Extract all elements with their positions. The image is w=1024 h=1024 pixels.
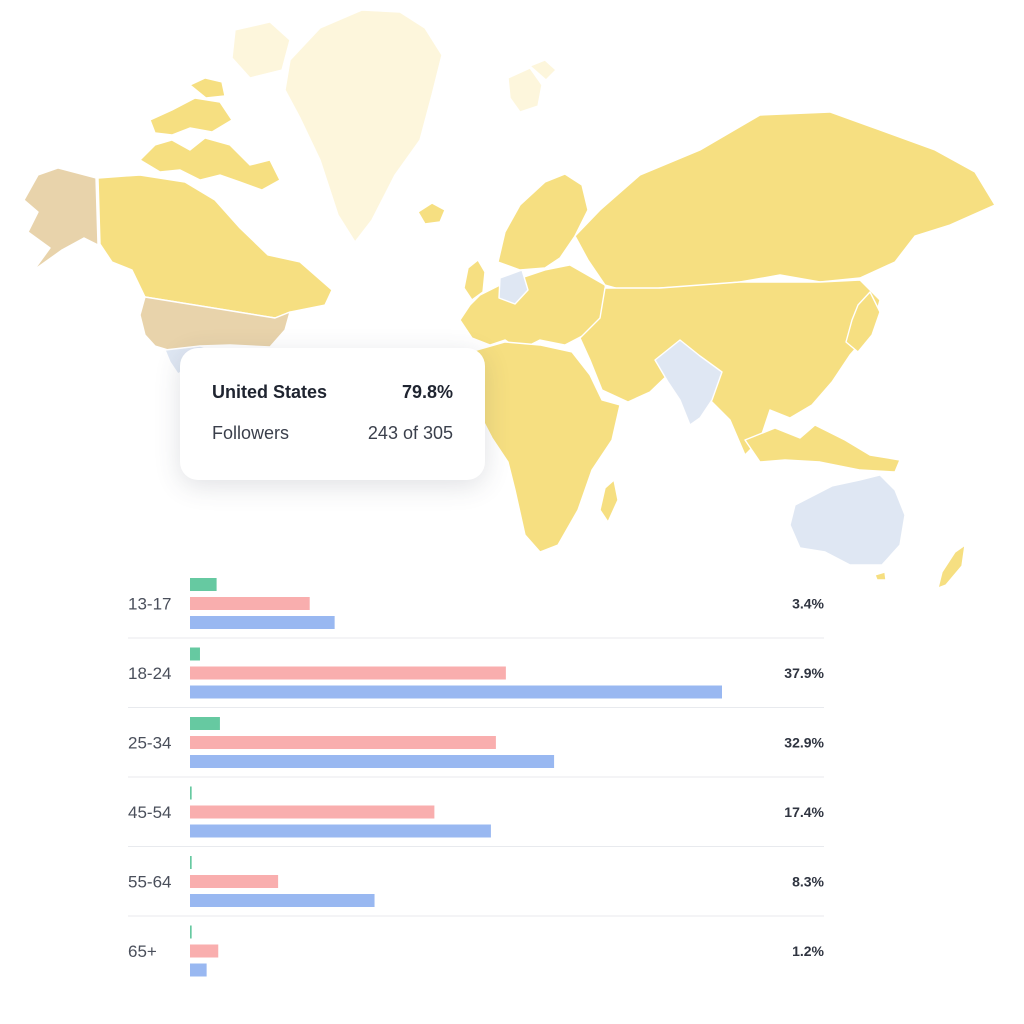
age-bar [190, 786, 192, 800]
map-region-europe[interactable] [459, 264, 611, 351]
age-label: 25-34 [128, 734, 171, 753]
age-bar [190, 824, 491, 838]
map-region-svalbard[interactable] [507, 59, 557, 113]
map-region-uk[interactable] [463, 259, 486, 301]
tooltip-metric-value: 243 of 305 [367, 423, 453, 443]
tooltip-header-row: United States 79.8% [212, 382, 453, 403]
map-region-iceland[interactable] [417, 202, 446, 225]
map-region-indonesia[interactable] [744, 424, 901, 473]
map-region-scandinavia[interactable] [497, 173, 589, 271]
age-percentage: 37.9% [784, 665, 824, 681]
tooltip-metric-label: Followers [212, 423, 290, 443]
map-region-madagascar[interactable] [599, 479, 619, 523]
tooltip-share: 79.8% [401, 382, 453, 402]
age-label: 55-64 [128, 873, 171, 892]
map-region-asia[interactable] [579, 279, 881, 456]
tooltip-metric-row: Followers 243 of 305 [212, 423, 453, 444]
map-region-canada[interactable] [97, 174, 333, 319]
age-bar [190, 616, 335, 629]
country-tooltip: United States 79.8% Followers 243 of 305 [180, 348, 485, 480]
age-percentage: 17.4% [784, 804, 824, 820]
age-percentage: 1.2% [792, 943, 824, 959]
map-region-alaska[interactable] [23, 167, 99, 271]
map-region-russia[interactable] [574, 111, 996, 293]
map-region-greenland[interactable] [231, 9, 443, 243]
age-bar [190, 647, 200, 661]
age-label: 13-17 [128, 595, 171, 614]
age-bar [190, 805, 435, 819]
map-region-united-states[interactable] [139, 296, 291, 353]
age-percentage: 8.3% [792, 874, 824, 890]
age-bar [190, 755, 555, 768]
age-bar [190, 875, 279, 888]
age-bar [190, 666, 506, 680]
map-region-india[interactable] [654, 339, 723, 426]
map-region-central-europe[interactable] [498, 269, 529, 305]
tooltip-country: United States [212, 382, 328, 402]
map-region-canada-arctic-islands[interactable] [139, 77, 281, 191]
age-bar [190, 685, 722, 699]
age-distribution-chart: 13-17 3.4% 18-24 37.9% 25-34 32.9% 45-54 17.4% 5… [128, 578, 825, 977]
world-map [23, 9, 996, 589]
age-bar [190, 736, 496, 749]
age-label: 18-24 [128, 664, 171, 683]
age-percentage: 32.9% [784, 735, 824, 751]
age-bar [190, 894, 375, 907]
age-label: 45-54 [128, 803, 171, 822]
age-percentage: 3.4% [792, 596, 824, 612]
map-region-africa[interactable] [469, 341, 621, 553]
age-label: 65+ [128, 942, 157, 961]
map-region-japan[interactable] [845, 291, 881, 353]
age-bar [190, 925, 192, 939]
age-bar [190, 944, 219, 958]
age-bar [190, 578, 217, 591]
age-bar [190, 856, 192, 869]
map-region-new-zealand[interactable] [874, 544, 966, 589]
map-region-australia[interactable] [789, 474, 906, 566]
age-bar [190, 597, 310, 610]
age-bar [190, 963, 207, 977]
age-bar [190, 717, 220, 730]
